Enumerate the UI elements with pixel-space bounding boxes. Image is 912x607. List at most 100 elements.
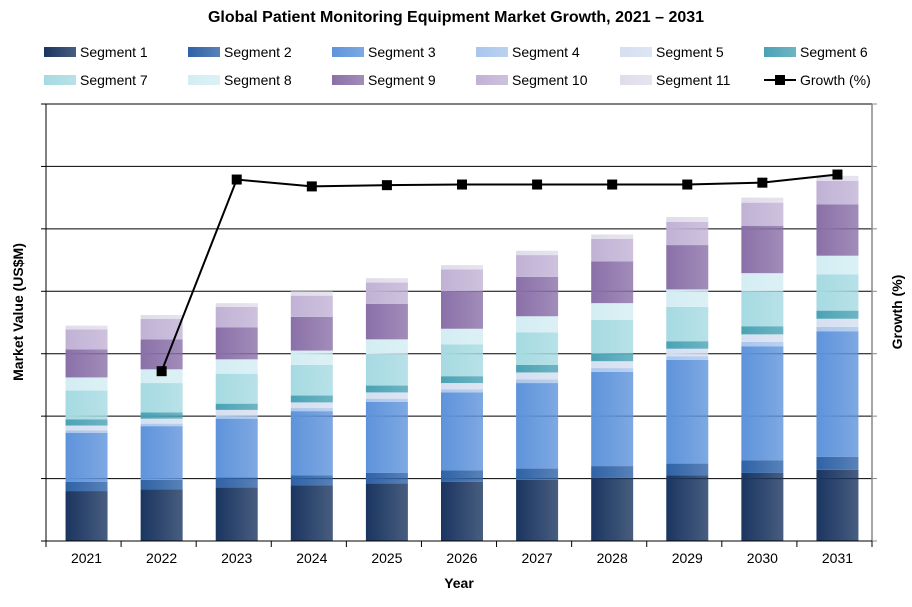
legend-item-9: Segment 9 [332, 72, 436, 88]
bar-segment-4-2023 [215, 415, 258, 419]
bar-segment-6-2026 [441, 376, 483, 384]
chart-title: Global Patient Monitoring Equipment Mark… [208, 9, 704, 26]
bar-segment-1-2029 [666, 475, 709, 541]
bar-segment-10-2024 [290, 295, 333, 317]
bar-segment-2-2024 [290, 475, 333, 486]
legend-item-5: Segment 5 [620, 44, 724, 60]
growth-marker-2029 [682, 179, 693, 190]
legend-swatch [476, 75, 508, 85]
legend-item-1: Segment 1 [44, 44, 148, 60]
bar-segment-11-2029 [666, 216, 709, 222]
bar-segment-7-2025 [365, 354, 408, 386]
bars [65, 175, 859, 541]
bar-segment-10-2023 [215, 306, 258, 328]
growth-line-path [160, 173, 838, 372]
bar-segment-3-2028 [591, 371, 634, 467]
bar-segment-11-2025 [365, 278, 408, 283]
bar-segment-7-2027 [516, 332, 559, 365]
bar-segment-5-2023 [215, 409, 258, 416]
bar-segment-1-2028 [591, 477, 634, 541]
x-tick-label: 2021 [71, 550, 102, 566]
y-axis-label: Market Value (US$M) [10, 243, 26, 381]
bar-segment-11-2023 [215, 303, 258, 307]
legend-label: Segment 3 [368, 44, 436, 60]
legend-item-11: Segment 11 [620, 72, 731, 88]
bar-segment-2-2029 [666, 463, 709, 476]
legend-swatch [620, 47, 652, 57]
legend: Segment 1 Segment 2 Segment 3 Segment 4 Segm… [44, 44, 871, 88]
bar-segment-5-2031 [816, 318, 859, 327]
x-tick-label: 2022 [146, 550, 177, 566]
growth-line [156, 169, 843, 377]
bar-segment-3-2027 [516, 383, 559, 469]
legend-item-2: Segment 2 [188, 44, 292, 60]
bar-segment-4-2031 [816, 326, 859, 332]
bar-segment-7-2029 [666, 306, 709, 342]
bar-segment-11-2028 [591, 234, 634, 239]
growth-marker-2030 [757, 177, 768, 188]
bar-segment-4-2029 [666, 356, 709, 360]
legend-swatch [44, 47, 76, 57]
bar-segment-6-2031 [816, 310, 859, 319]
legend-item-12: Growth (%) [764, 72, 871, 88]
bar-segment-3-2026 [441, 392, 483, 471]
legend-swatch [332, 47, 364, 57]
bar-segment-3-2023 [215, 418, 258, 478]
bar-segment-1-2024 [290, 485, 333, 541]
bar-segment-10-2026 [441, 269, 483, 292]
bar-segment-8-2028 [591, 303, 634, 321]
bar-segment-7-2024 [290, 364, 333, 396]
bar-segment-2-2028 [591, 466, 634, 478]
bar-segment-10-2021 [65, 329, 108, 350]
legend-item-7: Segment 7 [44, 72, 148, 88]
x-axis-label: Year [444, 575, 474, 591]
bar-segment-8-2023 [215, 359, 258, 374]
growth-marker-2027 [532, 179, 543, 190]
bar-segment-7-2031 [816, 274, 859, 311]
bar-segment-5-2028 [591, 361, 634, 369]
bar-segment-5-2029 [666, 348, 709, 357]
bar-segment-2-2026 [441, 470, 483, 482]
bar-segment-11-2022 [140, 315, 183, 319]
bar-segment-2-2022 [140, 479, 183, 490]
growth-marker-2028 [607, 179, 618, 190]
bar-segment-6-2022 [140, 412, 183, 419]
bar-segment-10-2027 [516, 255, 559, 277]
legend-swatch [476, 47, 508, 57]
bar-segment-5-2030 [741, 334, 784, 342]
x-tick-label: 2027 [522, 550, 553, 566]
legend-label: Segment 7 [80, 72, 148, 88]
bar-segment-2-2031 [816, 456, 859, 470]
bar-segment-1-2021 [65, 491, 108, 541]
bar-segment-9-2028 [591, 261, 634, 304]
legend-label: Segment 6 [800, 44, 868, 60]
bar-segment-10-2025 [365, 282, 408, 304]
bar-segment-11-2027 [516, 250, 559, 256]
bar-segment-1-2031 [816, 469, 859, 541]
legend-label: Segment 5 [656, 44, 724, 60]
bar-segment-6-2029 [666, 341, 709, 349]
bar-segment-4-2028 [591, 368, 634, 372]
bar-segment-4-2027 [516, 379, 559, 384]
bar-segment-2-2021 [65, 481, 108, 492]
bar-segment-2-2027 [516, 468, 559, 480]
bar-segment-3-2022 [140, 426, 183, 480]
legend-item-6: Segment 6 [764, 44, 868, 60]
bar-segment-4-2024 [290, 408, 333, 412]
legend-item-10: Segment 10 [476, 72, 588, 88]
legend-label: Segment 9 [368, 72, 436, 88]
bar-segment-9-2025 [365, 303, 408, 340]
bar-segment-1-2030 [741, 472, 784, 541]
bar-segment-7-2026 [441, 344, 483, 377]
legend-swatch [188, 47, 220, 57]
bar-segment-5-2026 [441, 383, 483, 390]
growth-marker-2023 [231, 174, 242, 185]
legend-swatch [764, 47, 796, 57]
bar-segment-6-2028 [591, 353, 634, 362]
bar-segment-9-2031 [816, 204, 859, 256]
bar-segment-9-2030 [741, 225, 784, 274]
bar-segment-6-2023 [215, 403, 258, 410]
x-tick-label: 2023 [221, 550, 252, 566]
bar-segment-6-2027 [516, 364, 559, 373]
